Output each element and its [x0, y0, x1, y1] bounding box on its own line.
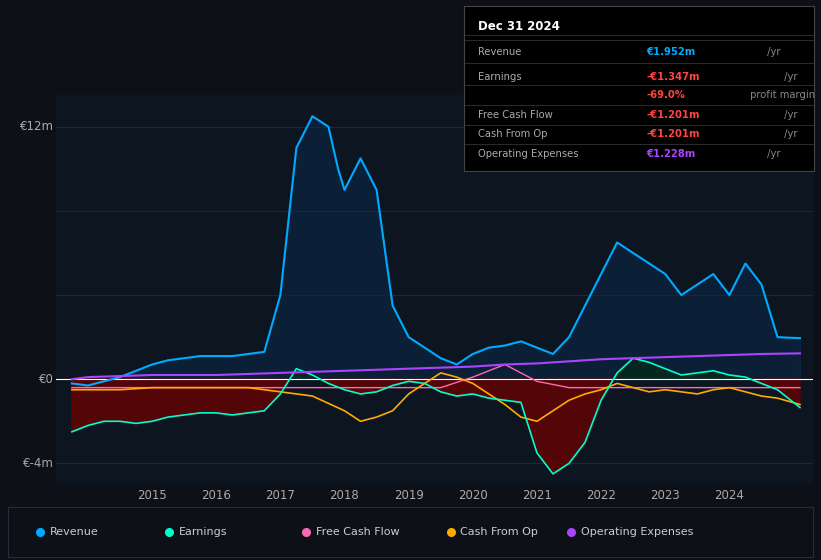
- Text: Revenue: Revenue: [50, 527, 99, 537]
- Text: €1.952m: €1.952m: [646, 47, 695, 57]
- Text: -€1.201m: -€1.201m: [646, 129, 699, 139]
- Text: Operating Expenses: Operating Expenses: [478, 150, 578, 159]
- Text: Free Cash Flow: Free Cash Flow: [478, 110, 553, 120]
- Text: Earnings: Earnings: [179, 527, 227, 537]
- Text: /yr: /yr: [764, 150, 781, 159]
- Text: Operating Expenses: Operating Expenses: [581, 527, 694, 537]
- Text: /yr: /yr: [764, 47, 781, 57]
- Text: Cash From Op: Cash From Op: [461, 527, 539, 537]
- Text: -€1.347m: -€1.347m: [646, 72, 699, 82]
- Text: €-4m: €-4m: [23, 457, 53, 470]
- Text: profit margin: profit margin: [747, 90, 815, 100]
- Text: €1.228m: €1.228m: [646, 150, 695, 159]
- Text: Cash From Op: Cash From Op: [478, 129, 548, 139]
- Text: /yr: /yr: [781, 110, 797, 120]
- Text: Earnings: Earnings: [478, 72, 521, 82]
- Text: Revenue: Revenue: [478, 47, 521, 57]
- Text: -€1.201m: -€1.201m: [646, 110, 699, 120]
- Text: €12m: €12m: [20, 120, 53, 133]
- Text: /yr: /yr: [781, 72, 797, 82]
- Text: -69.0%: -69.0%: [646, 90, 685, 100]
- Text: Dec 31 2024: Dec 31 2024: [478, 21, 560, 34]
- Text: /yr: /yr: [781, 129, 797, 139]
- Text: €0: €0: [39, 373, 53, 386]
- Text: Free Cash Flow: Free Cash Flow: [315, 527, 399, 537]
